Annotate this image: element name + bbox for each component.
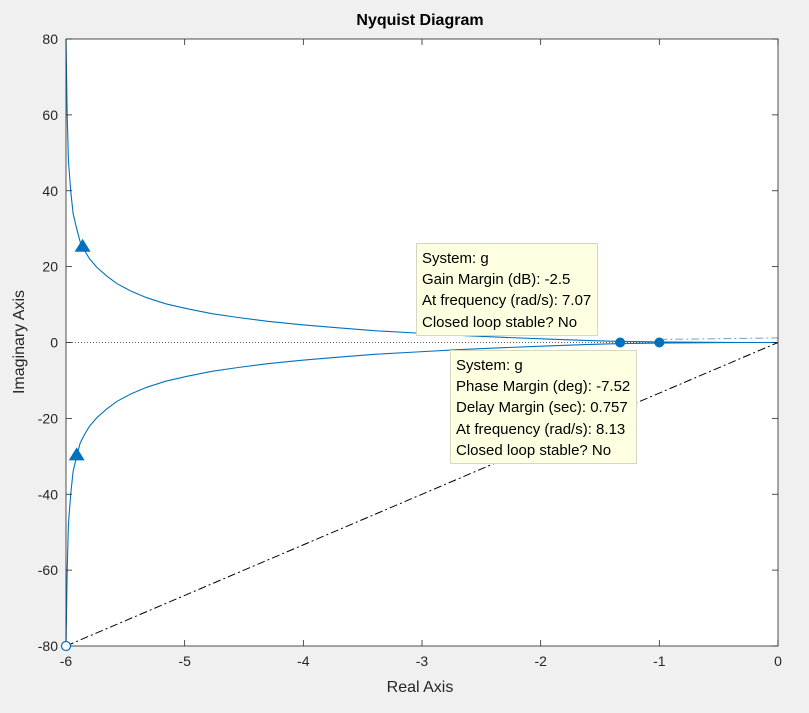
x-tick-label: -6 xyxy=(60,653,73,669)
endpoint-marker xyxy=(60,640,72,652)
datatip-line: Phase Margin (deg): -7.52 xyxy=(456,378,631,396)
direction-arrow xyxy=(74,238,91,252)
x-axis-label: Real Axis xyxy=(387,679,454,696)
x-tick-label: -2 xyxy=(534,653,547,669)
datatip-line: Delay Margin (sec): 0.757 xyxy=(456,399,628,417)
y-tick-label: 60 xyxy=(42,107,58,123)
y-axis-label: Imaginary Axis xyxy=(11,290,28,394)
direction-arrow xyxy=(68,447,85,461)
datatip-line: At frequency (rad/s): 7.07 xyxy=(422,292,592,310)
phase-margin-datatip[interactable]: System: g Phase Margin (deg): -7.52 Dela… xyxy=(450,350,638,464)
datatip-line: At frequency (rad/s): 8.13 xyxy=(456,420,626,438)
series-line-0 xyxy=(65,38,778,344)
phase-margin-marker[interactable] xyxy=(654,337,665,348)
y-tick-label: 80 xyxy=(42,31,58,47)
y-tick-label: -60 xyxy=(38,562,58,578)
y-tick-label: 20 xyxy=(42,259,58,275)
x-tick-label: -3 xyxy=(416,653,429,669)
datatip-line: Closed loop stable? No xyxy=(422,313,578,331)
series-line-2 xyxy=(65,342,779,647)
datatip-line: Gain Margin (dB): -2.5 xyxy=(422,271,571,289)
y-tick-label: -80 xyxy=(38,638,58,654)
x-tick-label: -5 xyxy=(178,653,191,669)
y-tick-label: -40 xyxy=(38,486,58,502)
datatip-line: Closed loop stable? No xyxy=(456,441,612,459)
gain-margin-datatip[interactable]: System: g Gain Margin (dB): -2.5 At freq… xyxy=(416,243,599,336)
datatip-line: System: g xyxy=(422,250,489,267)
chart-title: Nyquist Diagram xyxy=(356,12,483,29)
series-line-3 xyxy=(659,337,779,340)
x-tick-label: -1 xyxy=(653,653,666,669)
gain-margin-marker[interactable] xyxy=(615,337,626,348)
y-tick-label: 40 xyxy=(42,183,58,199)
y-tick-label: -20 xyxy=(38,410,58,426)
y-tick-label: 0 xyxy=(50,335,58,351)
datatip-line: System: g xyxy=(456,357,523,374)
x-tick-label: -4 xyxy=(297,653,310,669)
x-tick-label: 0 xyxy=(774,653,782,669)
